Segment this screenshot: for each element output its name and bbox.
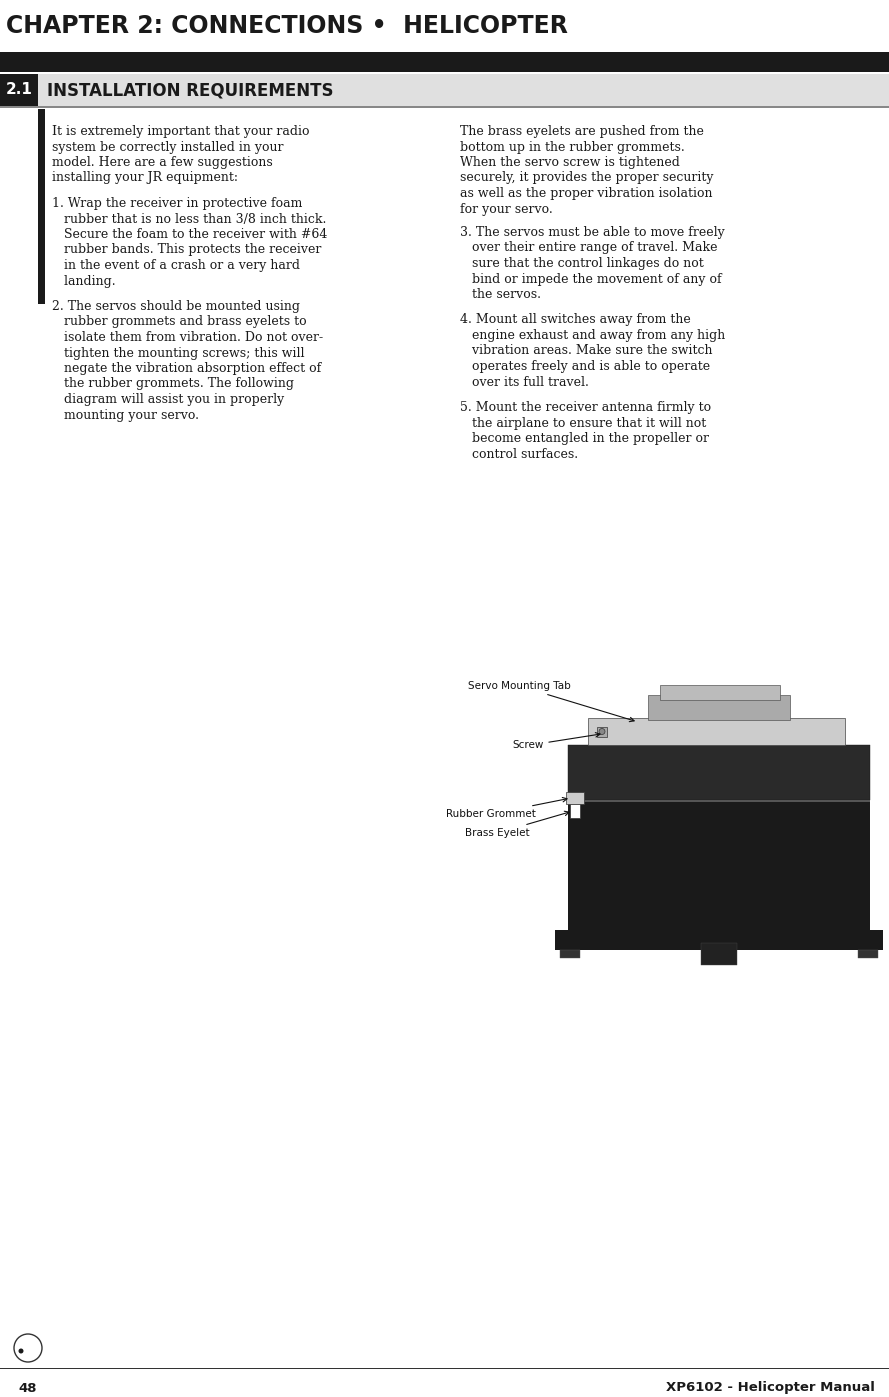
Text: securely, it provides the proper security: securely, it provides the proper securit… (460, 172, 714, 184)
Text: INSTALLATION REQUIREMENTS: INSTALLATION REQUIREMENTS (47, 81, 333, 99)
Bar (560, 950, 580, 958)
Text: 2.1: 2.1 (5, 82, 32, 98)
Text: over its full travel.: over its full travel. (460, 376, 589, 388)
Text: When the servo screw is tightened: When the servo screw is tightened (460, 156, 680, 169)
Text: operates freely and is able to operate: operates freely and is able to operate (460, 360, 710, 373)
Text: XP6102 - Helicopter Manual: XP6102 - Helicopter Manual (666, 1382, 875, 1394)
Text: negate the vibration absorption effect of: negate the vibration absorption effect o… (52, 362, 321, 374)
Text: Servo Mounting Tab: Servo Mounting Tab (468, 680, 634, 722)
Bar (701, 943, 737, 965)
Text: system be correctly installed in your: system be correctly installed in your (52, 141, 284, 154)
Text: control surfaces.: control surfaces. (460, 447, 578, 461)
Text: as well as the proper vibration isolation: as well as the proper vibration isolatio… (460, 187, 712, 200)
Text: CHAPTER 2: CONNECTIONS •  HELICOPTER: CHAPTER 2: CONNECTIONS • HELICOPTER (6, 14, 568, 38)
Text: model. Here are a few suggestions: model. Here are a few suggestions (52, 156, 273, 169)
Text: 48: 48 (18, 1382, 36, 1394)
Text: tighten the mounting screws; this will: tighten the mounting screws; this will (52, 346, 305, 359)
Circle shape (19, 1348, 23, 1354)
Text: 4. Mount all switches away from the: 4. Mount all switches away from the (460, 313, 691, 327)
Bar (38, 109, 45, 305)
Text: bind or impede the movement of any of: bind or impede the movement of any of (460, 272, 722, 285)
Text: diagram will assist you in properly: diagram will assist you in properly (52, 393, 284, 407)
Text: for your servo.: for your servo. (460, 203, 553, 215)
Text: isolate them from vibration. Do not over-: isolate them from vibration. Do not over… (52, 331, 323, 344)
Bar (0, 52, 889, 73)
Text: The brass eyelets are pushed from the: The brass eyelets are pushed from the (460, 124, 704, 138)
Bar (0, 106, 889, 108)
Text: bottom up in the rubber grommets.: bottom up in the rubber grommets. (460, 141, 685, 154)
Bar (555, 930, 883, 950)
Text: vibration areas. Make sure the switch: vibration areas. Make sure the switch (460, 345, 712, 358)
Text: sure that the control linkages do not: sure that the control linkages do not (460, 257, 704, 270)
Text: 5. Mount the receiver antenna firmly to: 5. Mount the receiver antenna firmly to (460, 401, 711, 414)
Bar (570, 805, 580, 819)
Text: installing your JR equipment:: installing your JR equipment: (52, 172, 238, 184)
Text: over their entire range of travel. Make: over their entire range of travel. Make (460, 242, 717, 254)
Text: landing.: landing. (52, 274, 116, 288)
Bar (858, 950, 878, 958)
Text: become entangled in the propeller or: become entangled in the propeller or (460, 432, 709, 446)
Text: It is extremely important that your radio: It is extremely important that your radi… (52, 124, 309, 138)
Text: 3. The servos must be able to move freely: 3. The servos must be able to move freel… (460, 226, 725, 239)
Text: Rubber Grommet: Rubber Grommet (446, 798, 567, 819)
Text: in the event of a crash or a very hard: in the event of a crash or a very hard (52, 258, 300, 272)
Text: the rubber grommets. The following: the rubber grommets. The following (52, 377, 294, 391)
Text: Secure the foam to the receiver with #64: Secure the foam to the receiver with #64 (52, 228, 327, 242)
Text: Screw: Screw (512, 732, 600, 750)
Text: rubber grommets and brass eyelets to: rubber grommets and brass eyelets to (52, 316, 307, 328)
Bar (566, 792, 584, 805)
Bar (568, 800, 870, 802)
Text: rubber that is no less than 3/8 inch thick.: rubber that is no less than 3/8 inch thi… (52, 212, 326, 225)
Bar (568, 745, 870, 800)
Text: mounting your servo.: mounting your servo. (52, 408, 199, 422)
Circle shape (599, 728, 605, 735)
Bar (568, 745, 870, 944)
Bar (660, 685, 780, 700)
Text: the servos.: the servos. (460, 288, 541, 300)
Text: rubber bands. This protects the receiver: rubber bands. This protects the receiver (52, 243, 322, 257)
Text: 1. Wrap the receiver in protective foam: 1. Wrap the receiver in protective foam (52, 197, 302, 210)
Bar (648, 694, 790, 719)
Bar (588, 718, 845, 745)
Text: engine exhaust and away from any high: engine exhaust and away from any high (460, 330, 725, 342)
Text: 2. The servos should be mounted using: 2. The servos should be mounted using (52, 300, 300, 313)
Bar (597, 726, 607, 736)
Text: the airplane to ensure that it will not: the airplane to ensure that it will not (460, 416, 706, 429)
Text: Brass Eyelet: Brass Eyelet (465, 812, 569, 838)
Bar (0, 74, 889, 106)
Bar (0, 74, 38, 106)
